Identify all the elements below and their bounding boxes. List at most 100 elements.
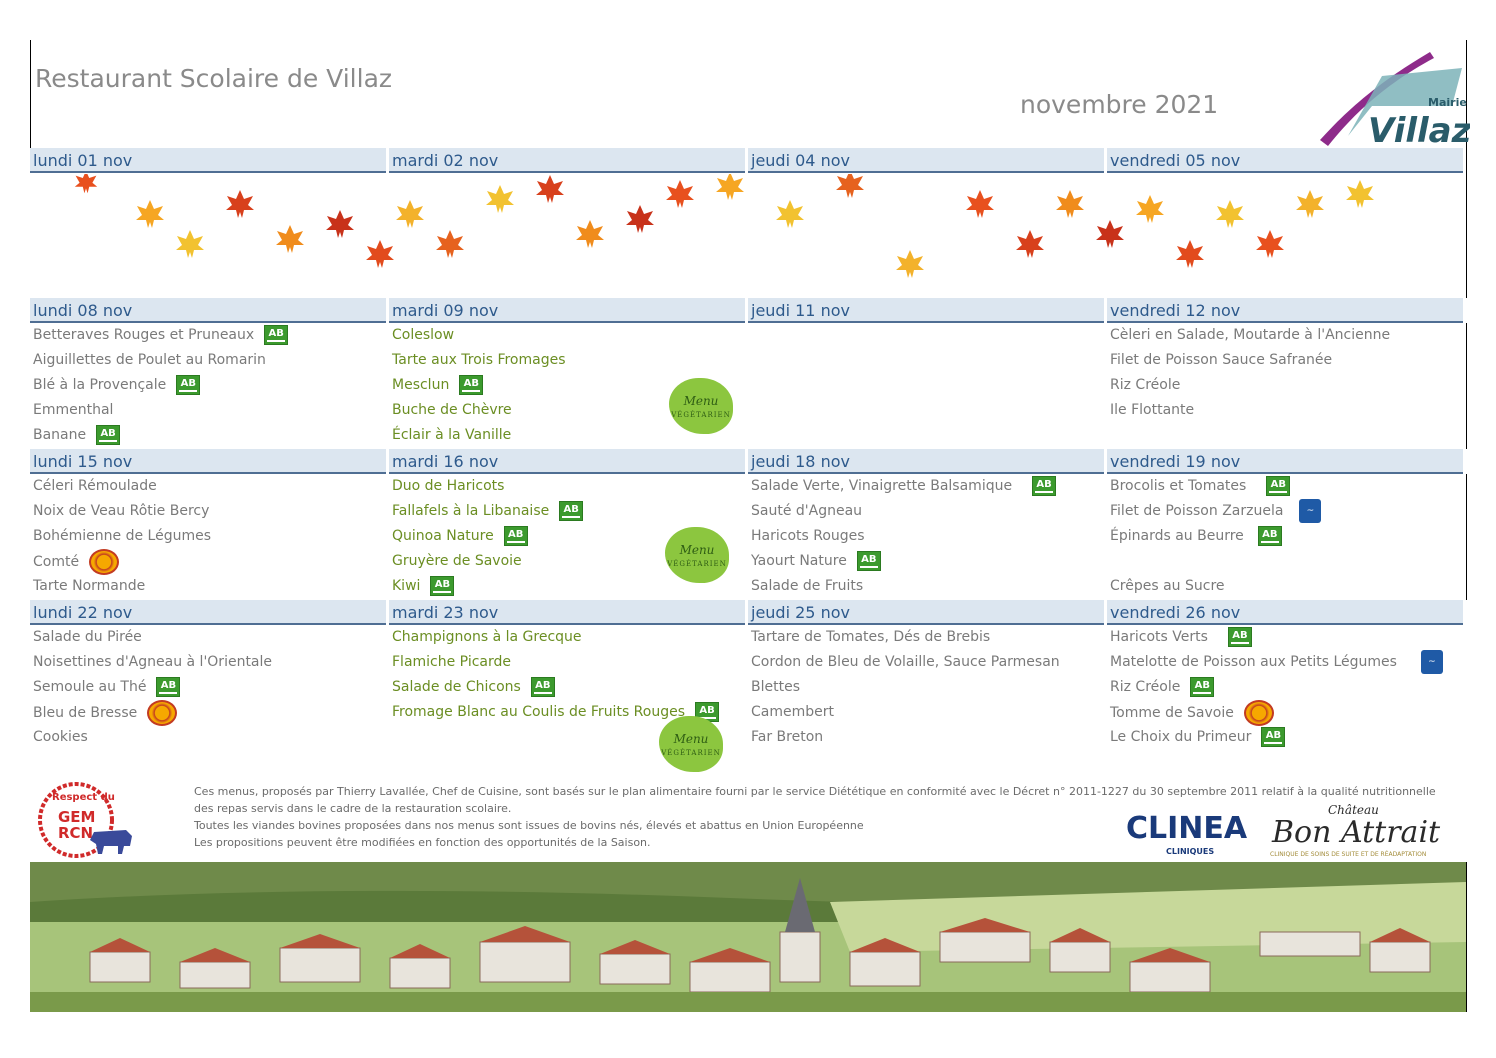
bio-label-icon: AB bbox=[1190, 677, 1215, 697]
menu-item: Cookies bbox=[33, 729, 88, 745]
menu-item: Champignons à la Grecque bbox=[392, 629, 582, 645]
bio-label-icon: AB bbox=[459, 375, 484, 395]
menu-item: Tarte aux Trois Fromages bbox=[392, 352, 566, 368]
day-column: mardi 23 nov Champignons à la Grecque Fl… bbox=[389, 600, 745, 772]
day-header: lundi 15 nov bbox=[30, 449, 386, 474]
menu-item: Buche de Chèvre bbox=[392, 402, 512, 418]
menu-item: Sauté d'Agneau bbox=[751, 503, 863, 519]
leaves-group bbox=[74, 174, 1374, 278]
day-header: jeudi 18 nov bbox=[748, 449, 1104, 474]
menu-item: Épinards au Beurre AB bbox=[1107, 524, 1463, 549]
vegetarian-badge-line1: Menu bbox=[683, 394, 719, 408]
bio-label-icon: AB bbox=[1257, 526, 1282, 546]
frame-right-line bbox=[1466, 40, 1467, 298]
day-column: jeudi 18 nov Salade Verte, Vinaigrette B… bbox=[748, 449, 1104, 599]
menu-item: Noisettines d'Agneau à l'Orientale bbox=[33, 654, 273, 670]
menu-item: Blettes bbox=[751, 679, 800, 695]
menu-item: Céleri Rémoulade bbox=[33, 478, 157, 494]
day-header: lundi 22 nov bbox=[30, 600, 386, 625]
menu-item: Salade de Fruits bbox=[751, 578, 864, 594]
day-column: lundi 08 nov Betteraves Rouges et Prunea… bbox=[30, 298, 386, 448]
day-header: jeudi 11 nov bbox=[748, 298, 1104, 323]
menu-item: Cordon de Bleu de Volaille, Sauce Parmes… bbox=[751, 654, 1060, 670]
bio-label-icon: AB bbox=[156, 677, 181, 697]
menu-list: Salade Verte, Vinaigrette Balsamique AB S… bbox=[748, 474, 1104, 599]
menu-item: Fromage Blanc au Coulis de Fruits Rouges… bbox=[389, 700, 745, 725]
menu-item: Camembert bbox=[751, 704, 834, 720]
menu-item: Haricots Rouges bbox=[751, 528, 865, 544]
menu-list: Champignons à la Grecque Flamiche Picard… bbox=[389, 625, 745, 750]
day-column: mardi 16 nov Duo de Haricots Fallafels à… bbox=[389, 449, 745, 599]
bio-label-icon: AB bbox=[1032, 476, 1057, 496]
day-column: vendredi 19 nov Brocolis et Tomates AB Fi… bbox=[1107, 449, 1463, 599]
vegetarian-menu-icon: Menu VÉGÉTARIEN bbox=[659, 716, 723, 772]
menu-item: Aiguillettes de Poulet au Romarin bbox=[33, 352, 266, 368]
menu-list: Tartare de Tomates, Dés de Brebis Cordon… bbox=[748, 625, 1104, 750]
day-header: jeudi 04 nov bbox=[748, 148, 1104, 173]
autumn-leaves-banner bbox=[30, 174, 1466, 294]
menu-item: Éclair à la Vanille bbox=[392, 427, 512, 443]
gem-seal-rcn-text: RCN bbox=[58, 824, 93, 842]
bio-label-icon: AB bbox=[1227, 627, 1252, 647]
menu-item: Emmenthal bbox=[33, 402, 114, 418]
footer-line: des repas servis dans le cadre de la res… bbox=[194, 802, 512, 815]
menu-item: Kiwi AB bbox=[389, 574, 745, 599]
menu-item: Comté bbox=[30, 549, 386, 575]
menu-item: Tarte Normande bbox=[33, 578, 146, 594]
day-header: mardi 23 nov bbox=[389, 600, 745, 625]
bio-label-icon: AB bbox=[559, 501, 584, 521]
menu-item: Tomme de Savoie bbox=[1107, 700, 1463, 726]
bio-label-icon: AB bbox=[1266, 476, 1291, 496]
menu-list: Betteraves Rouges et Pruneaux AB Aiguille… bbox=[30, 323, 386, 448]
bon-attrait-logo: Château Bon Attrait CLINIQUE DE SOINS DE… bbox=[1270, 803, 1441, 858]
menu-item: Brocolis et Tomates AB bbox=[1107, 474, 1463, 499]
menu-item: Duo de Haricots bbox=[392, 478, 505, 494]
msc-fish-label-icon: ~ bbox=[1420, 650, 1443, 674]
day-column: mardi 09 nov Coleslow Tarte aux Trois Fr… bbox=[389, 298, 745, 448]
menu-list: Coleslow Tarte aux Trois Fromages Mesclu… bbox=[389, 323, 745, 448]
menu-item: Flamiche Picarde bbox=[392, 654, 511, 670]
gem-seal-top-text: Respect du bbox=[52, 792, 115, 803]
vegetarian-badge-line2: VÉGÉTARIEN bbox=[667, 560, 727, 568]
day-header: lundi 08 nov bbox=[30, 298, 386, 323]
menu-item: Salade du Pirée bbox=[33, 629, 142, 645]
frame-right-line-3 bbox=[1466, 474, 1467, 600]
day-column: lundi 15 nov Céleri Rémoulade Noix de Ve… bbox=[30, 449, 386, 599]
vegetarian-badge-line1: Menu bbox=[673, 732, 709, 746]
bio-label-icon: AB bbox=[1261, 727, 1286, 747]
menu-item: Salade Verte, Vinaigrette Balsamique AB bbox=[748, 474, 1104, 499]
bon-attrait-sub: CLINIQUE DE SOINS DE SUITE ET DE RÉADAPT… bbox=[1270, 850, 1426, 858]
menu-list: Céleri Rémoulade Noix de Veau Rôtie Berc… bbox=[30, 474, 386, 599]
bio-label-icon: AB bbox=[856, 551, 881, 571]
menu-item: Salade de Chicons AB bbox=[389, 675, 745, 700]
menu-list: Salade du Pirée Noisettines d'Agneau à l… bbox=[30, 625, 386, 750]
menu-item: Haricots Verts AB bbox=[1107, 625, 1463, 650]
menu-item: Semoule au Thé AB bbox=[30, 675, 386, 700]
bio-label-icon: AB bbox=[530, 677, 555, 697]
vegetarian-menu-icon: Menu VÉGÉTARIEN bbox=[665, 527, 729, 583]
bon-attrait-mid: Bon Attrait bbox=[1271, 815, 1441, 850]
menu-item: Ile Flottante bbox=[1110, 402, 1195, 418]
cow-icon bbox=[90, 830, 132, 854]
day-column: lundi 01 nov bbox=[30, 148, 386, 173]
menu-item: Gruyère de Savoie bbox=[392, 553, 522, 569]
menu-item: Tartare de Tomates, Dés de Brebis bbox=[751, 629, 991, 645]
footer-notes: Ces menus, proposés par Thierry Lavallée… bbox=[194, 783, 1454, 851]
menu-item bbox=[1107, 549, 1463, 574]
villaz-logo: Mairie de Villaz bbox=[1320, 52, 1470, 151]
menu-list: Duo de Haricots Fallafels à la Libanaise… bbox=[389, 474, 745, 599]
msc-fish-label-icon: ~ bbox=[1299, 499, 1322, 523]
bio-label-icon: AB bbox=[264, 325, 289, 345]
day-column: jeudi 25 nov Tartare de Tomates, Dés de … bbox=[748, 600, 1104, 750]
day-column: vendredi 26 nov Haricots Verts AB Matelot… bbox=[1107, 600, 1463, 750]
menu-item: Mesclun AB bbox=[389, 373, 745, 398]
village-landscape-photo bbox=[30, 862, 1466, 1012]
month-label: novembre 2021 bbox=[1020, 90, 1219, 119]
villaz-logo-small: Mairie de bbox=[1428, 96, 1470, 109]
menu-item: Matelotte de Poisson aux Petits Légumes ~ bbox=[1107, 650, 1463, 675]
menu-item: Cèleri en Salade, Moutarde à l'Ancienne bbox=[1110, 327, 1391, 343]
menu-item: Far Breton bbox=[751, 729, 824, 745]
bio-label-icon: AB bbox=[430, 576, 455, 596]
day-header: mardi 02 nov bbox=[389, 148, 745, 173]
day-column: vendredi 05 nov bbox=[1107, 148, 1463, 173]
